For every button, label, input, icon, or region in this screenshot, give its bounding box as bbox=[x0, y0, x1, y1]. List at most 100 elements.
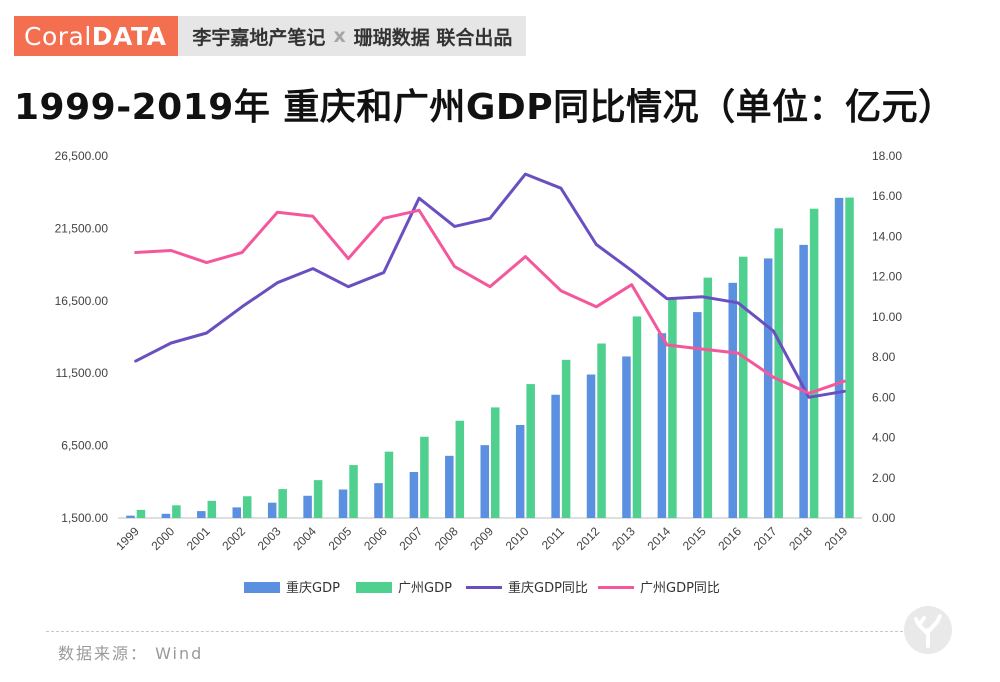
x-tick-label: 1999 bbox=[113, 524, 142, 553]
legend-label: 广州GDP同比 bbox=[640, 581, 720, 596]
byline-separator: x bbox=[333, 25, 346, 47]
bar bbox=[799, 244, 808, 518]
x-tick-label: 2006 bbox=[361, 524, 390, 553]
combo-chart: 1,500.00 6,500.00 11,500.00 16,500.00 21,500… bbox=[55, 149, 903, 596]
coral-watermark-icon bbox=[904, 606, 952, 654]
legend-label: 广州GDP bbox=[398, 581, 452, 596]
y-left-tick-label: 21,500.00 bbox=[55, 221, 109, 235]
x-tick-label: 2002 bbox=[219, 524, 248, 553]
bar bbox=[561, 359, 571, 518]
header-banner: Coral DATA 李宇嘉地产笔记 x 珊瑚数据 联合出品 bbox=[14, 16, 527, 56]
bar bbox=[420, 436, 429, 518]
y-right-tick-label: 4.00 bbox=[872, 431, 896, 445]
bar bbox=[384, 451, 394, 518]
bar bbox=[657, 333, 667, 518]
x-tick-label: 2008 bbox=[432, 524, 461, 553]
bar bbox=[763, 258, 773, 518]
x-tick-label: 2010 bbox=[503, 524, 532, 553]
y-left-tick-label: 6,500.00 bbox=[61, 439, 108, 453]
x-tick-label: 2001 bbox=[184, 524, 213, 553]
bar bbox=[338, 489, 348, 518]
logo-text-data: DATA bbox=[91, 21, 167, 51]
bar bbox=[232, 507, 241, 518]
bar bbox=[809, 208, 819, 518]
bar bbox=[243, 496, 252, 518]
bar bbox=[526, 384, 535, 518]
bar bbox=[845, 197, 854, 518]
x-tick-label: 2018 bbox=[786, 524, 815, 553]
y-right-tick-label: 0.00 bbox=[872, 511, 896, 525]
bar bbox=[161, 513, 171, 518]
x-tick-label: 2005 bbox=[326, 524, 355, 553]
x-tick-label: 2000 bbox=[148, 524, 177, 553]
source-divider bbox=[46, 631, 938, 632]
bar bbox=[409, 472, 419, 518]
y-left-tick-label: 26,500.00 bbox=[55, 149, 109, 163]
x-tick-label: 2014 bbox=[644, 524, 673, 553]
data-source-note: 数据来源： Wind bbox=[58, 644, 204, 663]
logo-text-coral: Coral bbox=[24, 21, 92, 51]
legend-swatch bbox=[356, 582, 392, 593]
y-right-tick-label: 10.00 bbox=[872, 310, 902, 324]
y-right-tick-label: 16.00 bbox=[872, 189, 902, 203]
y-left-tick-label: 1,500.00 bbox=[61, 511, 108, 525]
bar bbox=[632, 316, 642, 518]
partner-name: 珊瑚数据 联合出品 bbox=[353, 26, 513, 49]
bar bbox=[703, 277, 713, 518]
x-tick-label: 2007 bbox=[396, 524, 425, 553]
bar bbox=[551, 394, 560, 518]
y-right-tick-label: 2.00 bbox=[872, 471, 896, 485]
x-tick-label: 2017 bbox=[751, 524, 780, 553]
bar bbox=[480, 445, 489, 518]
bar bbox=[455, 420, 465, 518]
bar bbox=[693, 312, 702, 518]
x-tick-label: 2019 bbox=[822, 524, 851, 553]
x-tick-label: 2004 bbox=[290, 524, 319, 553]
bar bbox=[197, 511, 206, 518]
bar bbox=[445, 455, 454, 518]
bar bbox=[126, 515, 135, 518]
page-title: 1999-2019年 重庆和广州GDP同比情况（单位：亿元） bbox=[14, 87, 955, 128]
x-tick-label: 2011 bbox=[539, 524, 567, 552]
y-right-tick-label: 18.00 bbox=[872, 149, 902, 163]
x-tick-label: 2013 bbox=[609, 524, 638, 553]
legend-label: 重庆GDP同比 bbox=[508, 580, 588, 596]
author-name: 李宇嘉地产笔记 bbox=[192, 26, 326, 49]
bar bbox=[172, 505, 181, 518]
bar bbox=[267, 502, 277, 518]
x-tick-label: 2003 bbox=[255, 524, 284, 553]
bar bbox=[668, 297, 677, 518]
bar bbox=[728, 282, 737, 518]
y-right-tick-label: 12.00 bbox=[872, 270, 902, 284]
y-right-tick-label: 8.00 bbox=[872, 350, 896, 364]
bar bbox=[278, 489, 287, 518]
bar bbox=[349, 465, 358, 518]
series-line bbox=[134, 208, 846, 395]
series-line bbox=[134, 172, 846, 399]
coraldata-logo: Coral DATA bbox=[14, 16, 179, 56]
y-left-tick-label: 16,500.00 bbox=[55, 294, 109, 308]
legend-label: 重庆GDP bbox=[286, 580, 340, 596]
x-tick-label: 2012 bbox=[574, 524, 603, 553]
byline: 李宇嘉地产笔记 x 珊瑚数据 联合出品 bbox=[178, 16, 527, 56]
y-right-tick-label: 6.00 bbox=[872, 390, 896, 404]
bar bbox=[622, 356, 631, 518]
bar bbox=[586, 374, 596, 518]
bar bbox=[313, 480, 323, 518]
bar bbox=[491, 407, 500, 518]
bar bbox=[136, 509, 146, 518]
x-tick-label: 2015 bbox=[680, 524, 709, 553]
bar bbox=[739, 256, 748, 518]
bar bbox=[597, 343, 606, 518]
bar bbox=[515, 424, 525, 518]
bar bbox=[374, 483, 383, 518]
x-tick-label: 2009 bbox=[467, 524, 496, 553]
bar bbox=[774, 228, 783, 518]
legend-swatch bbox=[244, 582, 280, 593]
x-tick-label: 2016 bbox=[715, 524, 744, 553]
bar bbox=[303, 495, 312, 518]
bar bbox=[207, 500, 217, 518]
y-left-tick-label: 11,500.00 bbox=[56, 366, 109, 380]
y-right-tick-label: 14.00 bbox=[872, 229, 902, 243]
bar bbox=[834, 197, 844, 518]
